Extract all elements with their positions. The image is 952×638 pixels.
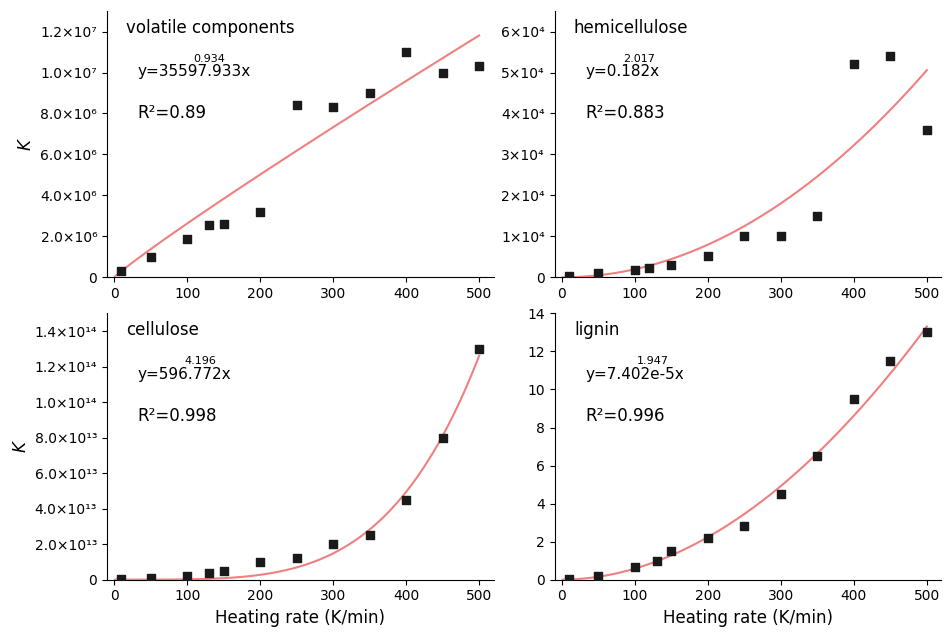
Point [648, 556, 664, 566]
Point [143, 252, 158, 262]
Point [434, 433, 449, 443]
Point [362, 88, 377, 98]
Text: y=0.182x: y=0.182x [585, 64, 698, 79]
Point [113, 574, 129, 584]
Text: y=35597.933x: y=35597.933x [138, 64, 250, 79]
Point [216, 566, 231, 576]
Point [398, 47, 413, 57]
Point [663, 260, 678, 270]
Point [561, 574, 576, 584]
Point [398, 494, 413, 505]
Point [179, 234, 194, 244]
Point [252, 207, 268, 217]
Point [626, 562, 642, 572]
Point [845, 394, 861, 404]
Point [700, 533, 715, 543]
Point [809, 451, 824, 461]
Point [143, 573, 158, 583]
Point [736, 521, 751, 531]
Point [772, 231, 787, 241]
Point [561, 271, 576, 281]
Point [288, 553, 304, 563]
Point [113, 266, 129, 276]
Text: 4.196: 4.196 [184, 356, 216, 366]
Point [919, 327, 934, 338]
Point [772, 489, 787, 499]
Text: y=596.772x: y=596.772x [138, 367, 280, 382]
Point [700, 251, 715, 261]
Point [882, 51, 897, 61]
Text: y=7.402e-5x: y=7.402e-5x [585, 367, 737, 382]
Text: y=596.772x: y=596.772x [138, 367, 231, 382]
Text: hemicellulose: hemicellulose [573, 19, 687, 37]
Point [663, 546, 678, 556]
Point [626, 265, 642, 276]
Point [882, 356, 897, 366]
Point [590, 268, 605, 278]
Text: 0.934: 0.934 [193, 54, 226, 64]
Point [252, 557, 268, 567]
Text: y=7.402e-5x: y=7.402e-5x [585, 367, 684, 382]
Point [919, 125, 934, 135]
Point [434, 68, 449, 78]
Point [326, 539, 341, 549]
Text: R²=0.998: R²=0.998 [138, 406, 217, 425]
Y-axis label: K: K [17, 138, 34, 150]
Text: lignin: lignin [573, 322, 619, 339]
X-axis label: Heating rate (K/min): Heating rate (K/min) [215, 609, 385, 627]
Text: cellulose: cellulose [126, 322, 199, 339]
Point [590, 571, 605, 581]
X-axis label: Heating rate (K/min): Heating rate (K/min) [663, 609, 832, 627]
Point [809, 211, 824, 221]
Point [471, 344, 486, 354]
Point [326, 102, 341, 112]
Y-axis label: K: K [11, 441, 30, 452]
Text: 2.017: 2.017 [622, 54, 654, 64]
Point [642, 263, 657, 273]
Text: y=35597.933x: y=35597.933x [138, 64, 309, 79]
Point [471, 61, 486, 71]
Point [288, 100, 304, 110]
Text: volatile components: volatile components [126, 19, 294, 37]
Text: 1.947: 1.947 [636, 356, 668, 366]
Text: R²=0.996: R²=0.996 [585, 406, 664, 425]
Point [216, 219, 231, 229]
Point [179, 571, 194, 581]
Text: y=0.182x: y=0.182x [585, 64, 659, 79]
Point [362, 530, 377, 540]
Text: R²=0.883: R²=0.883 [585, 104, 664, 122]
Text: R²=0.89: R²=0.89 [138, 104, 207, 122]
Point [201, 220, 216, 230]
Point [201, 567, 216, 577]
Point [736, 230, 751, 241]
Point [845, 59, 861, 70]
